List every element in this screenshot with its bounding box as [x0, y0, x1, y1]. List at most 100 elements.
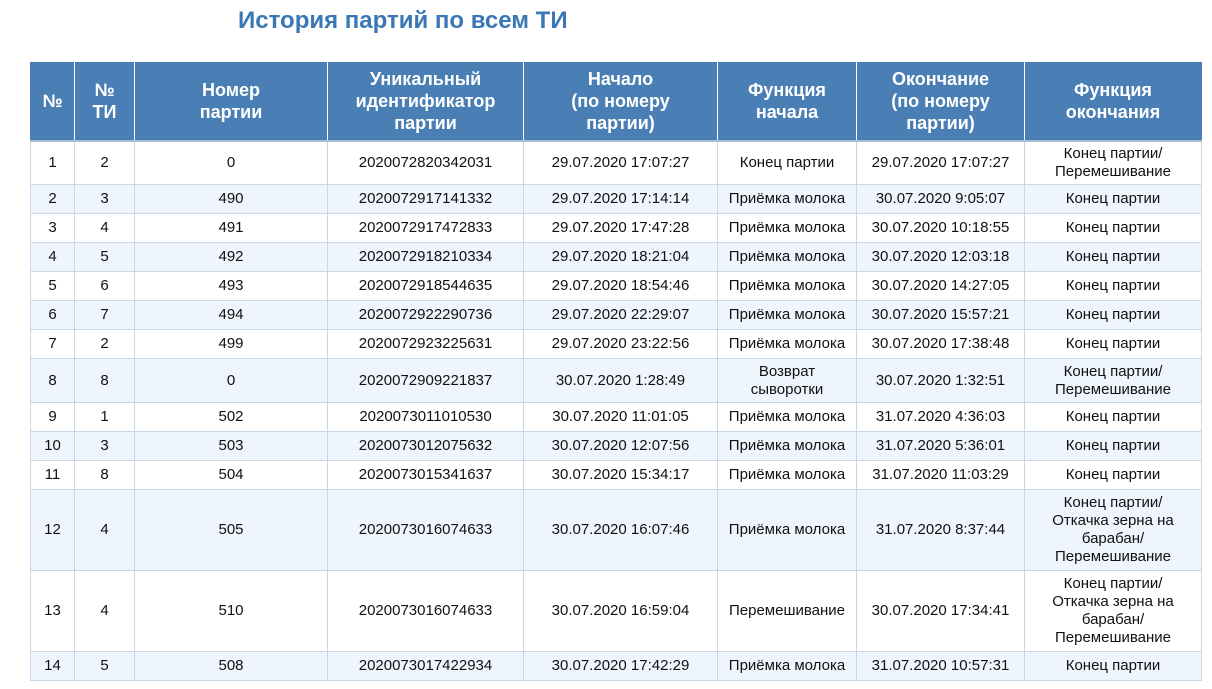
- cell-batch-number: 493: [134, 271, 328, 301]
- cell-end: 31.07.2020 8:37:44: [856, 489, 1025, 571]
- cell-number: 9: [30, 402, 75, 432]
- table-row[interactable]: 10 3 503 2020073012075632 30.07.2020 12:…: [30, 431, 1202, 461]
- cell-end: 30.07.2020 12:03:18: [856, 242, 1025, 272]
- cell-start: 30.07.2020 1:28:49: [523, 358, 718, 403]
- cell-unique-id: 2020072917141332: [327, 184, 524, 214]
- cell-start-function: Возврат сыворотки: [717, 358, 857, 403]
- cell-end-function: Конец партии/ Откачка зерна на барабан/ …: [1024, 570, 1202, 652]
- table-row[interactable]: 14 5 508 2020073017422934 30.07.2020 17:…: [30, 651, 1202, 681]
- cell-start-function: Приёмка молока: [717, 402, 857, 432]
- cell-batch-number: 499: [134, 329, 328, 359]
- cell-batch-number: 510: [134, 570, 328, 652]
- cell-start: 30.07.2020 17:42:29: [523, 651, 718, 681]
- batch-history-table: № № ТИ Номер партии Уникальный идентифик…: [30, 62, 1202, 681]
- column-header-end-function[interactable]: Функция окончания: [1024, 62, 1202, 141]
- cell-ti: 4: [74, 570, 135, 652]
- cell-end-function: Конец партии: [1024, 651, 1202, 681]
- cell-number: 5: [30, 271, 75, 301]
- cell-ti: 3: [74, 184, 135, 214]
- cell-start-function: Приёмка молока: [717, 213, 857, 243]
- table-row[interactable]: 8 8 0 2020072909221837 30.07.2020 1:28:4…: [30, 358, 1202, 403]
- cell-ti: 4: [74, 213, 135, 243]
- cell-start-function: Приёмка молока: [717, 271, 857, 301]
- table-row[interactable]: 5 6 493 2020072918544635 29.07.2020 18:5…: [30, 271, 1202, 301]
- cell-batch-number: 504: [134, 460, 328, 490]
- table-row[interactable]: 2 3 490 2020072917141332 29.07.2020 17:1…: [30, 184, 1202, 214]
- cell-end-function: Конец партии: [1024, 460, 1202, 490]
- table-row[interactable]: 7 2 499 2020072923225631 29.07.2020 23:2…: [30, 329, 1202, 359]
- cell-start-function: Приёмка молока: [717, 329, 857, 359]
- cell-unique-id: 2020072923225631: [327, 329, 524, 359]
- table-header-row: № № ТИ Номер партии Уникальный идентифик…: [30, 62, 1202, 141]
- cell-number: 6: [30, 300, 75, 330]
- cell-end-function: Конец партии: [1024, 184, 1202, 214]
- cell-end-function: Конец партии/ Откачка зерна на барабан/ …: [1024, 489, 1202, 571]
- cell-number: 7: [30, 329, 75, 359]
- cell-start: 29.07.2020 17:47:28: [523, 213, 718, 243]
- column-header-end[interactable]: Окончание (по номеру партии): [856, 62, 1025, 141]
- cell-end: 31.07.2020 4:36:03: [856, 402, 1025, 432]
- cell-batch-number: 0: [134, 358, 328, 403]
- cell-unique-id: 2020073016074633: [327, 489, 524, 571]
- cell-start: 29.07.2020 17:14:14: [523, 184, 718, 214]
- cell-start: 29.07.2020 23:22:56: [523, 329, 718, 359]
- cell-number: 1: [30, 139, 75, 185]
- cell-batch-number: 502: [134, 402, 328, 432]
- cell-batch-number: 491: [134, 213, 328, 243]
- table-row[interactable]: 13 4 510 2020073016074633 30.07.2020 16:…: [30, 570, 1202, 652]
- column-header-ti[interactable]: № ТИ: [74, 62, 135, 141]
- cell-start: 30.07.2020 15:34:17: [523, 460, 718, 490]
- cell-end: 30.07.2020 17:38:48: [856, 329, 1025, 359]
- cell-start-function: Перемешивание: [717, 570, 857, 652]
- cell-batch-number: 490: [134, 184, 328, 214]
- table-row[interactable]: 3 4 491 2020072917472833 29.07.2020 17:4…: [30, 213, 1202, 243]
- cell-end-function: Конец партии: [1024, 213, 1202, 243]
- column-header-number[interactable]: №: [30, 62, 75, 141]
- cell-start: 29.07.2020 18:21:04: [523, 242, 718, 272]
- cell-unique-id: 2020072909221837: [327, 358, 524, 403]
- cell-number: 11: [30, 460, 75, 490]
- table-row[interactable]: 9 1 502 2020073011010530 30.07.2020 11:0…: [30, 402, 1202, 432]
- column-header-start[interactable]: Начало (по номеру партии): [523, 62, 718, 141]
- cell-unique-id: 2020072918210334: [327, 242, 524, 272]
- table-row[interactable]: 6 7 494 2020072922290736 29.07.2020 22:2…: [30, 300, 1202, 330]
- cell-end: 30.07.2020 17:34:41: [856, 570, 1025, 652]
- cell-number: 13: [30, 570, 75, 652]
- cell-start: 30.07.2020 16:59:04: [523, 570, 718, 652]
- cell-ti: 6: [74, 271, 135, 301]
- cell-number: 3: [30, 213, 75, 243]
- cell-end: 30.07.2020 15:57:21: [856, 300, 1025, 330]
- cell-unique-id: 2020073016074633: [327, 570, 524, 652]
- cell-ti: 5: [74, 242, 135, 272]
- cell-ti: 7: [74, 300, 135, 330]
- cell-ti: 2: [74, 329, 135, 359]
- cell-unique-id: 2020073015341637: [327, 460, 524, 490]
- cell-start: 29.07.2020 22:29:07: [523, 300, 718, 330]
- cell-batch-number: 508: [134, 651, 328, 681]
- table-row[interactable]: 11 8 504 2020073015341637 30.07.2020 15:…: [30, 460, 1202, 490]
- cell-end: 31.07.2020 10:57:31: [856, 651, 1025, 681]
- cell-ti: 3: [74, 431, 135, 461]
- cell-batch-number: 494: [134, 300, 328, 330]
- cell-ti: 1: [74, 402, 135, 432]
- cell-end: 30.07.2020 9:05:07: [856, 184, 1025, 214]
- column-header-unique-id[interactable]: Уникальный идентификатор партии: [327, 62, 524, 141]
- cell-start-function: Приёмка молока: [717, 300, 857, 330]
- cell-end: 30.07.2020 14:27:05: [856, 271, 1025, 301]
- cell-batch-number: 505: [134, 489, 328, 571]
- cell-number: 12: [30, 489, 75, 571]
- table-row[interactable]: 12 4 505 2020073016074633 30.07.2020 16:…: [30, 489, 1202, 571]
- table-row[interactable]: 1 2 0 2020072820342031 29.07.2020 17:07:…: [30, 139, 1202, 185]
- cell-ti: 8: [74, 460, 135, 490]
- cell-end: 29.07.2020 17:07:27: [856, 139, 1025, 185]
- column-header-start-function[interactable]: Функция начала: [717, 62, 857, 141]
- cell-batch-number: 0: [134, 139, 328, 185]
- cell-end-function: Конец партии: [1024, 402, 1202, 432]
- cell-ti: 2: [74, 139, 135, 185]
- column-header-batch-number[interactable]: Номер партии: [134, 62, 328, 141]
- cell-number: 14: [30, 651, 75, 681]
- table-row[interactable]: 4 5 492 2020072918210334 29.07.2020 18:2…: [30, 242, 1202, 272]
- cell-number: 8: [30, 358, 75, 403]
- cell-unique-id: 2020073011010530: [327, 402, 524, 432]
- cell-batch-number: 492: [134, 242, 328, 272]
